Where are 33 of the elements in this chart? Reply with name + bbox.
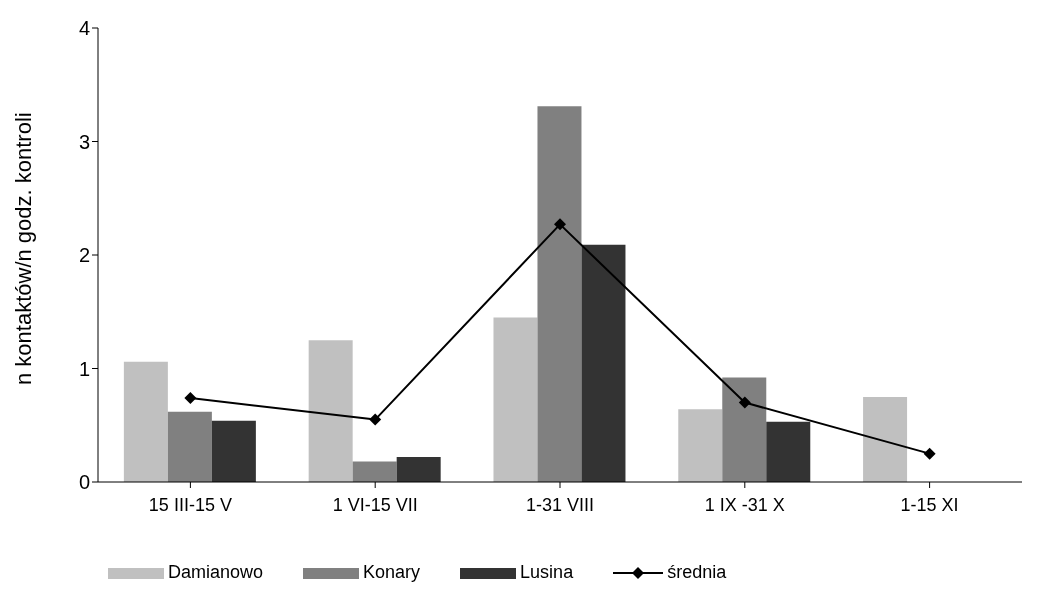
point [738, 396, 751, 409]
x-tick-label: 1-31 VIII [525, 494, 595, 515]
legend-label: średnia [667, 562, 727, 583]
bar [352, 461, 397, 482]
bar [167, 411, 212, 482]
x-tick-label: 1 IX -31 X [704, 494, 785, 515]
point [184, 392, 197, 405]
bar [396, 457, 441, 482]
bar [308, 340, 353, 482]
y-tick-label: 4 [78, 17, 90, 40]
bar [678, 409, 723, 482]
y-tick-label: 2 [78, 244, 90, 267]
x-tick-label: 1 VI-15 VII [332, 494, 418, 515]
y-tick-label: 1 [78, 357, 90, 380]
bar [863, 396, 908, 482]
y-axis-title: n kontaktów/n godz. kontroli [10, 112, 36, 385]
legend-label: Konary [363, 562, 421, 583]
bar [493, 317, 538, 482]
bar [537, 106, 582, 482]
bar [123, 361, 168, 482]
legend-label: Damianowo [168, 562, 264, 583]
bar [211, 420, 256, 482]
point [923, 447, 936, 460]
point [369, 413, 382, 426]
y-tick-label: 3 [78, 130, 90, 153]
x-tick-label: 1-15 XI [900, 494, 959, 515]
bar [766, 421, 811, 482]
y-tick-label: 0 [78, 471, 90, 494]
bar [722, 377, 767, 482]
x-tick-label: 15 III-15 V [148, 494, 232, 515]
bar [581, 244, 626, 482]
point [554, 218, 566, 231]
legend-label: Lusina [520, 562, 574, 583]
